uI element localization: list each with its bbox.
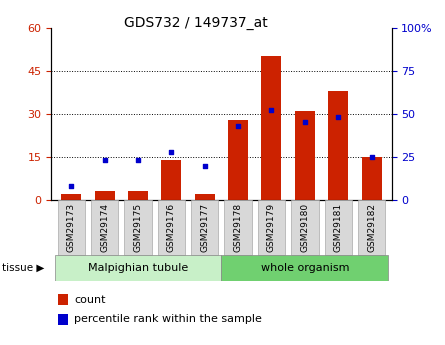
Point (101, 158, 108, 163)
Point (235, 123, 242, 129)
Bar (328, 91, 348, 200)
Text: percentile rank within the sample: percentile rank within the sample (74, 315, 262, 324)
Point (168, 149, 175, 155)
Text: GSM29180: GSM29180 (300, 203, 309, 252)
Bar (195, 194, 215, 200)
Text: GSM29175: GSM29175 (134, 203, 142, 252)
Text: GSM29182: GSM29182 (367, 203, 376, 252)
Text: GSM29176: GSM29176 (167, 203, 176, 252)
FancyBboxPatch shape (91, 200, 118, 255)
FancyBboxPatch shape (291, 200, 319, 255)
Point (301, 120, 308, 125)
FancyBboxPatch shape (358, 200, 385, 255)
Text: Malpighian tubule: Malpighian tubule (88, 263, 188, 273)
Point (335, 115, 342, 120)
Point (268, 108, 275, 113)
FancyBboxPatch shape (191, 200, 218, 255)
Bar (228, 120, 248, 200)
Text: GSM29181: GSM29181 (334, 203, 343, 252)
Bar (162, 160, 182, 200)
FancyBboxPatch shape (55, 255, 222, 281)
Bar (95, 191, 115, 200)
Text: count: count (74, 295, 106, 305)
FancyBboxPatch shape (224, 200, 252, 255)
Text: GSM29177: GSM29177 (200, 203, 209, 252)
Text: GSM29179: GSM29179 (267, 203, 276, 252)
FancyBboxPatch shape (124, 200, 152, 255)
Text: whole organism: whole organism (261, 263, 349, 273)
Bar (61, 194, 81, 200)
FancyBboxPatch shape (158, 200, 185, 255)
Point (134, 158, 142, 163)
Bar (295, 111, 315, 200)
FancyBboxPatch shape (324, 200, 352, 255)
FancyBboxPatch shape (57, 200, 85, 255)
Text: GSM29173: GSM29173 (67, 203, 76, 252)
Bar (128, 191, 148, 200)
Text: GSM29178: GSM29178 (234, 203, 243, 252)
Bar (262, 56, 282, 200)
FancyBboxPatch shape (258, 200, 285, 255)
Point (68, 184, 75, 189)
Bar (362, 157, 382, 200)
Point (201, 163, 208, 168)
Text: GSM29174: GSM29174 (100, 203, 109, 252)
Text: GDS732 / 149737_at: GDS732 / 149737_at (124, 16, 268, 30)
Point (368, 154, 375, 160)
Text: tissue ▶: tissue ▶ (2, 263, 44, 272)
FancyBboxPatch shape (222, 255, 388, 281)
